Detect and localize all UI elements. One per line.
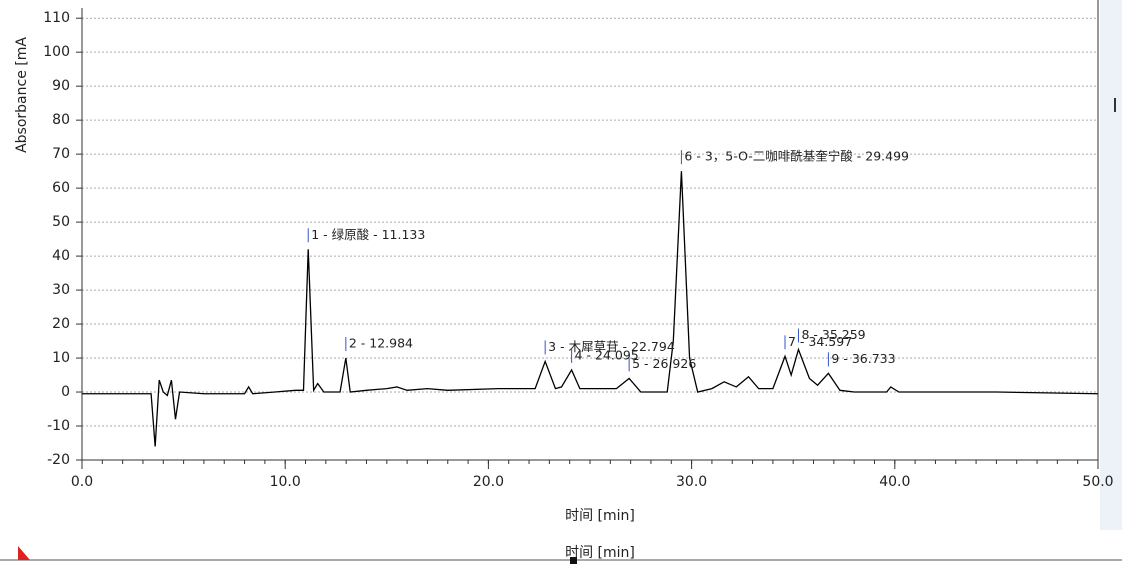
y-tick-label: -20 [47, 452, 70, 468]
peak-label: 9 - 36.733 [831, 351, 895, 366]
bottom-strip [0, 530, 1122, 572]
x-tick-label: 40.0 [879, 474, 910, 490]
x-tick-label: 30.0 [676, 474, 707, 490]
y-tick-label: 80 [52, 112, 70, 128]
x-tick-label: 50.0 [1082, 474, 1113, 490]
peak-label: 2 - 12.984 [349, 336, 413, 351]
y-tick-label: 10 [52, 350, 70, 366]
y-tick-label: -10 [47, 418, 70, 434]
y-tick-label: 60 [52, 180, 70, 196]
peak-label: 3 - 木犀草苷 - 22.794 [548, 339, 675, 354]
y-tick-label: 110 [43, 10, 70, 26]
peak-label: 5 - 26.926 [632, 356, 696, 371]
y-tick-label: 30 [52, 282, 70, 298]
y-tick-label: 20 [52, 316, 70, 332]
peak-label: 6 - 3，5-O-二咖啡酰基奎宁酸 - 29.499 [684, 149, 909, 164]
y-axis-title: Absorbance [mA [14, 37, 30, 153]
side-panel [1100, 0, 1122, 530]
y-tick-label: 70 [52, 146, 70, 162]
side-marker [1114, 98, 1116, 112]
y-tick-label: 50 [52, 214, 70, 230]
peak-label: 7 - 34.597 [788, 334, 852, 349]
overview-label: 时间 [min] [565, 545, 635, 561]
peak-label: 4 - 24.095 [575, 347, 639, 362]
overview-thumb [570, 557, 577, 564]
y-tick-label: 90 [52, 78, 70, 94]
peak-label: 1 - 绿原酸 - 11.133 [311, 227, 425, 242]
x-axis-title: 时间 [min] [565, 508, 635, 524]
y-tick-label: 0 [61, 384, 70, 400]
x-tick-label: 0.0 [71, 474, 93, 490]
x-tick-label: 20.0 [473, 474, 504, 490]
y-tick-label: 40 [52, 248, 70, 264]
overview-handle [18, 546, 30, 560]
y-tick-label: 100 [43, 44, 70, 60]
x-tick-label: 10.0 [270, 474, 301, 490]
peak-label: 8 - 35.259 [801, 327, 865, 342]
trace [82, 171, 1099, 447]
